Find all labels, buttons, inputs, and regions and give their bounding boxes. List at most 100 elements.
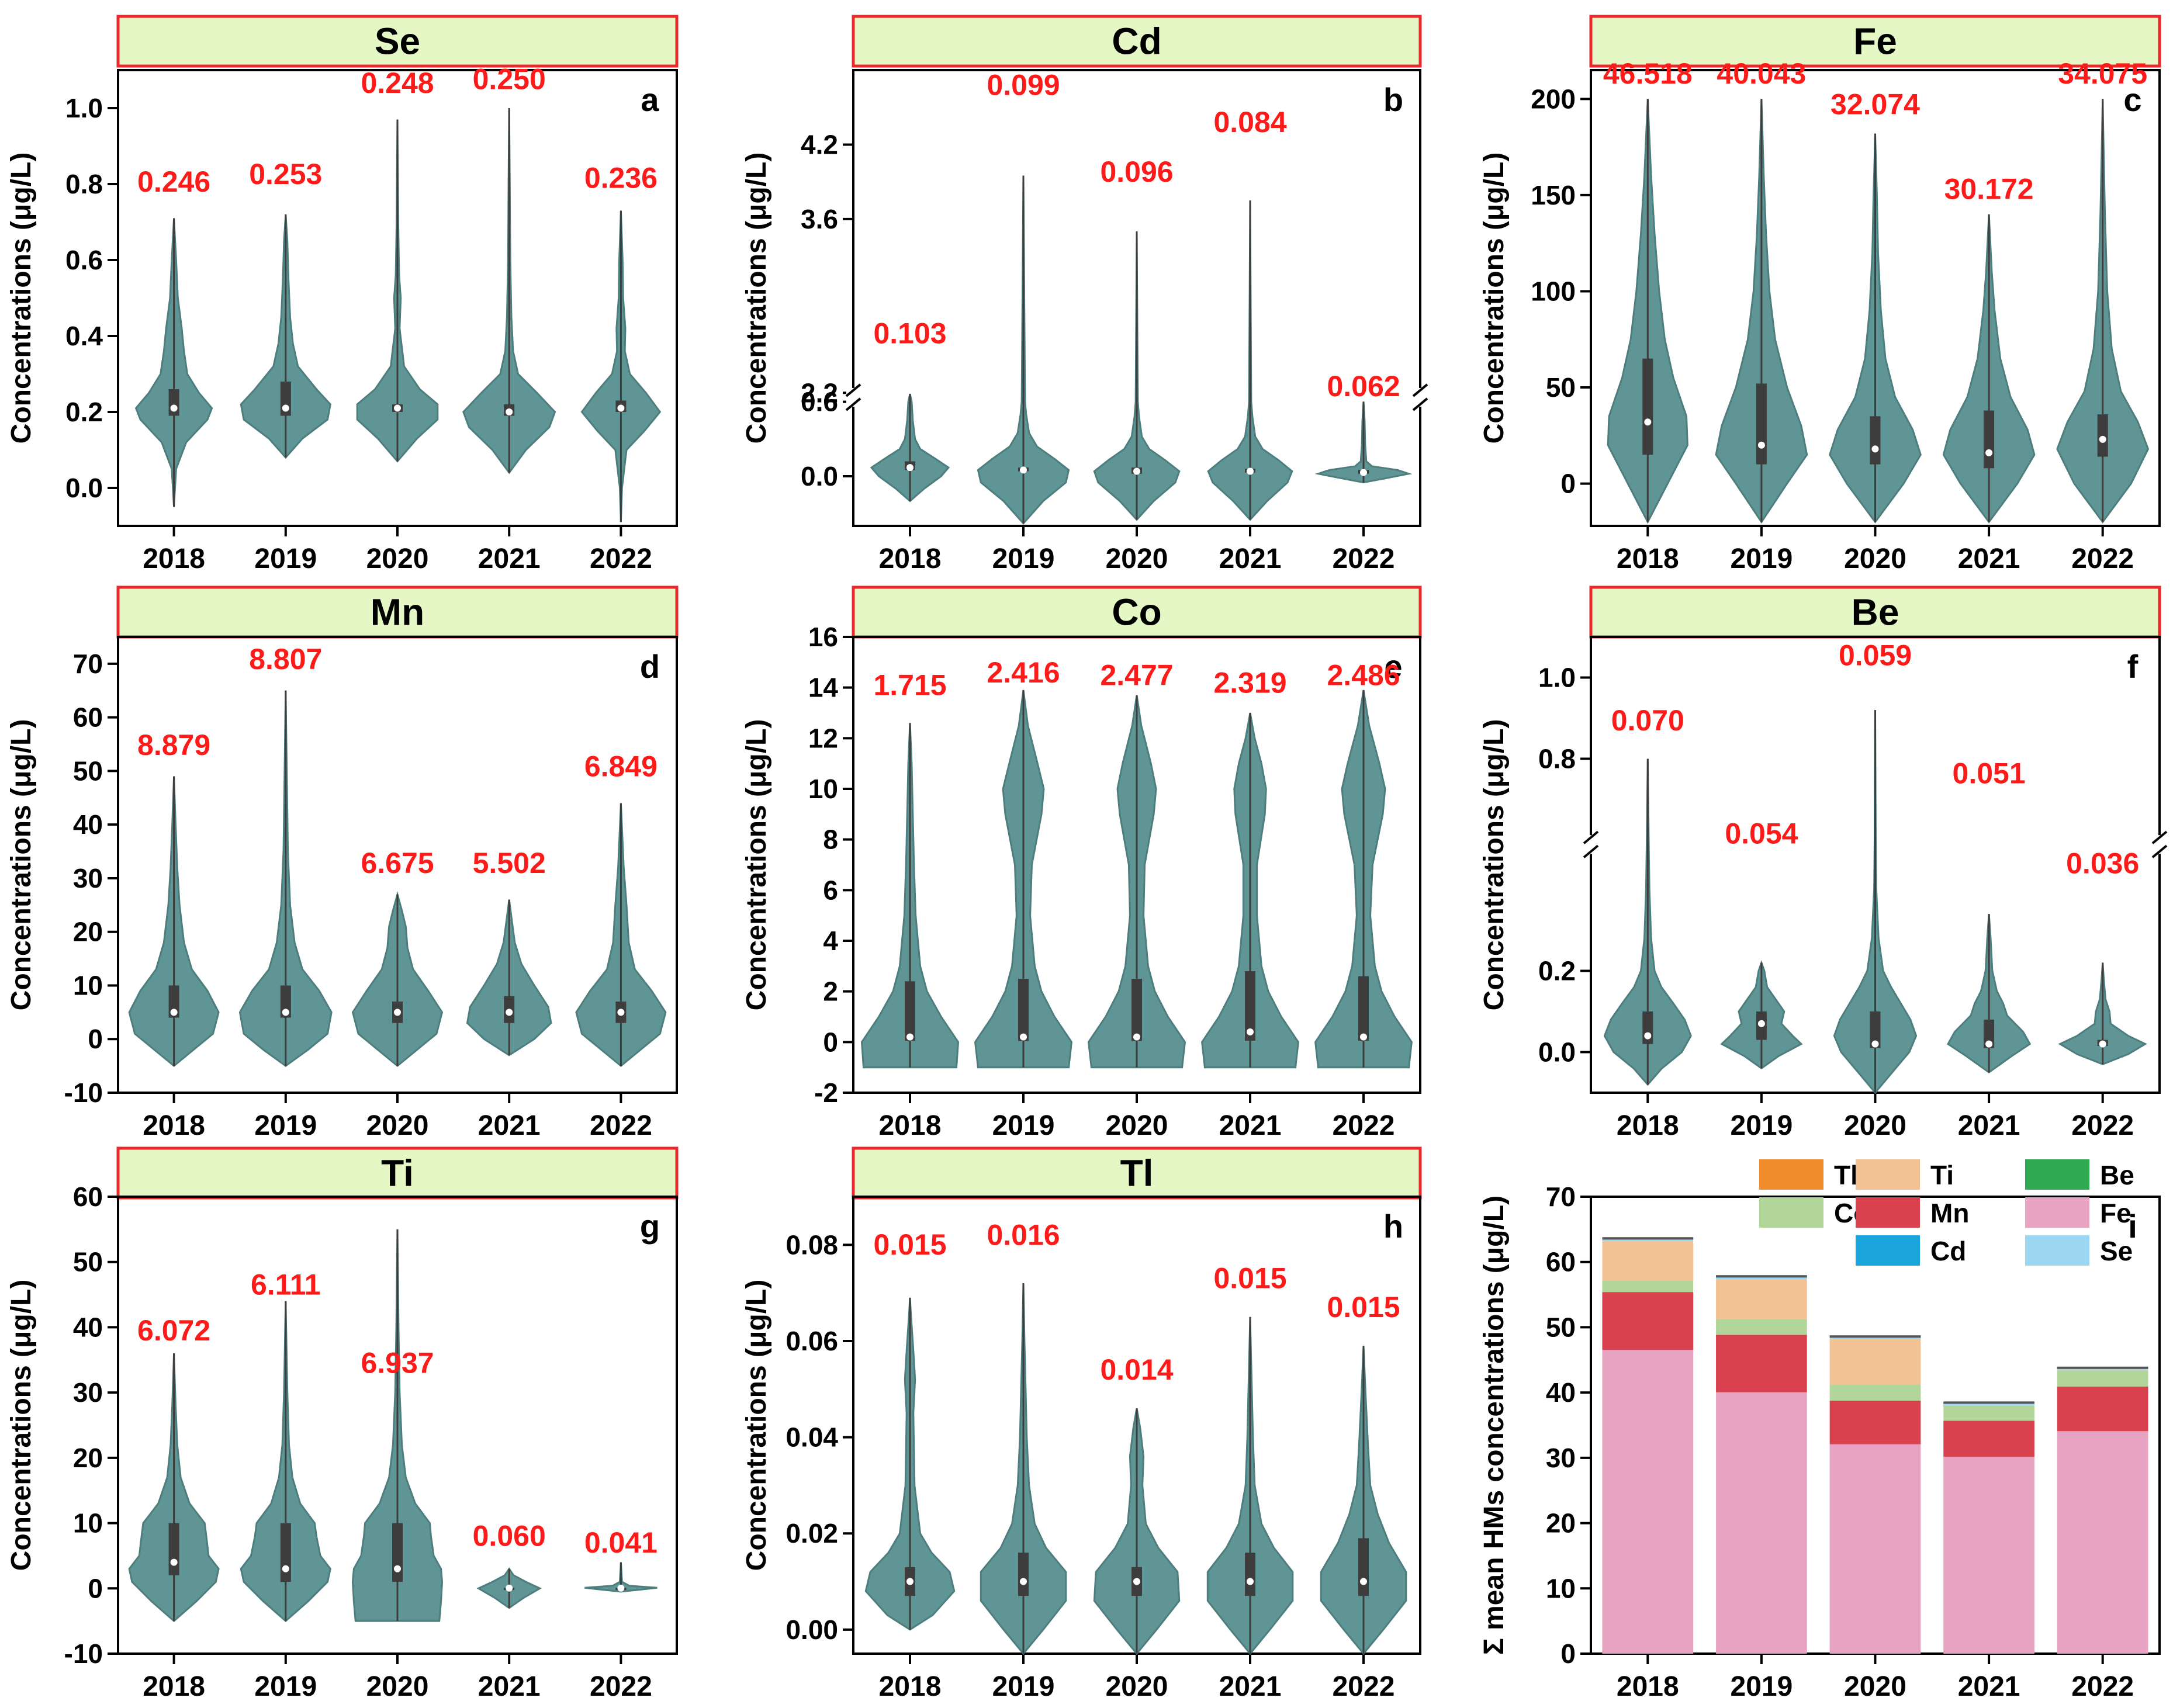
mean-label: 8.807 [249, 643, 322, 675]
violin-2020 [1087, 695, 1186, 1069]
mean-label: 6.111 [251, 1269, 321, 1301]
mean-label: 6.072 [137, 1314, 210, 1347]
y-axis-label: Concentrations (μg/L) [741, 153, 772, 444]
legend-swatch-be [2025, 1159, 2089, 1190]
y-tick-label: 10 [73, 970, 103, 1000]
legend-label-mn: Mn [1930, 1198, 1969, 1228]
legend-swatch-se [2025, 1235, 2089, 1266]
y-tick-label: 30 [1546, 1443, 1576, 1473]
violin-2022 [584, 1562, 658, 1593]
panel-letter: c [2123, 81, 2141, 118]
bar-segment-co-2022 [2057, 1370, 2148, 1387]
x-tick-label: 2018 [1617, 1671, 1679, 1702]
mean-label: 0.015 [873, 1228, 946, 1261]
x-tick-label: 2020 [1844, 1110, 1906, 1141]
y-tick-label: 0.0 [801, 461, 838, 491]
violin-2021 [1207, 200, 1293, 521]
violin-2018 [128, 1353, 220, 1623]
legend-swatch-ti [1856, 1159, 1920, 1190]
y-tick-label: 8 [823, 824, 838, 855]
mean-label: 6.937 [361, 1347, 434, 1380]
x-tick-label: 2018 [1617, 1110, 1679, 1141]
violin-2019 [238, 690, 333, 1067]
legend-swatch-tl [1759, 1159, 1823, 1190]
bar-segment-ti-2021 [1943, 1405, 2034, 1406]
violin-box [168, 985, 179, 1018]
y-tick-label: 150 [1531, 180, 1576, 210]
y-tick-label: 1.0 [65, 93, 103, 123]
y-tick-label: 60 [73, 702, 103, 733]
violin-2021 [476, 1567, 542, 1609]
x-tick-label: 2019 [254, 1671, 317, 1702]
bar-segment-fe-2022 [2057, 1431, 2148, 1654]
x-tick-label: 2018 [879, 543, 942, 574]
violin-2020 [1833, 710, 1918, 1094]
panel-b: Cd 0.0 0.62.2 3.6 4.2 2018 2019 2020 2021 2022 Con… [741, 15, 1428, 574]
bar-segment-mn-2020 [1829, 1401, 1921, 1444]
mean-label: 34.075 [2058, 57, 2147, 90]
violin-box [1131, 979, 1142, 1041]
x-tick-label: 2022 [590, 543, 652, 574]
x-tick-label: 2019 [1731, 1110, 1793, 1141]
violin-median [1020, 1578, 1027, 1585]
bar-segment-ti-2022 [2057, 1370, 2148, 1371]
violin-box [905, 981, 915, 1041]
violin-box [1245, 1553, 1255, 1596]
legend-swatch-cd [1856, 1235, 1920, 1266]
y-tick-label: 30 [73, 863, 103, 893]
violin-2021 [1201, 712, 1299, 1069]
mean-label: 32.074 [1830, 88, 1920, 121]
panel-letter: f [2127, 648, 2139, 685]
mean-label: 46.518 [1603, 57, 1693, 90]
violin-median [506, 408, 513, 415]
violin-median [170, 1558, 178, 1566]
y-tick-label: 10 [73, 1508, 103, 1539]
violin-2021 [1206, 1316, 1294, 1655]
y-tick-label: 4 [823, 926, 838, 956]
mean-label: 2.477 [1100, 659, 1173, 691]
y-tick-label: 0 [88, 1024, 103, 1054]
y-tick-label: 0.2 [65, 397, 103, 427]
violin-2021 [1942, 214, 2036, 524]
violin-2018 [870, 393, 950, 503]
y-axis-label: Concentrations (μg/L) [741, 1280, 772, 1571]
violin-median [506, 1584, 513, 1592]
x-tick-label: 2019 [1731, 543, 1793, 574]
violin-2018 [864, 1297, 956, 1631]
y-axis-label: Concentrations (μg/L) [6, 719, 37, 1011]
violin-box [1870, 416, 1881, 465]
y-tick-label: 20 [73, 1443, 103, 1473]
violin-2020 [1829, 133, 1922, 524]
x-tick-label: 2020 [1106, 1110, 1168, 1141]
x-tick-label: 2020 [366, 543, 429, 574]
y-tick-label: 0.0 [1538, 1037, 1576, 1067]
bar-segment-mn-2022 [2057, 1386, 2148, 1432]
legend-label-tl: Tl [1834, 1160, 1858, 1190]
x-tick-label: 2021 [478, 1110, 541, 1141]
x-tick-label: 2019 [992, 1110, 1055, 1141]
panel-h-title: Tl [1120, 1152, 1154, 1194]
violin-box [1984, 1019, 1995, 1048]
violin-median [1985, 449, 1993, 456]
y-tick-label: -10 [64, 1638, 103, 1669]
panel-g-title: Ti [381, 1152, 414, 1194]
bar-segment-se-2019 [1716, 1277, 1807, 1280]
y-tick-label: 10 [808, 774, 838, 804]
panel-letter: b [1383, 81, 1403, 118]
x-tick-label: 2022 [1333, 543, 1395, 574]
mean-label: 0.041 [584, 1526, 658, 1559]
y-tick-label: 70 [1546, 1182, 1576, 1212]
violin-median [1644, 418, 1652, 426]
x-tick-label: 2019 [254, 1110, 317, 1141]
violin-median [1757, 441, 1765, 449]
panel-c-title: Fe [1853, 20, 1897, 63]
violin-median [1247, 467, 1254, 475]
mean-label: 0.060 [473, 1520, 546, 1553]
y-tick-label: -2 [814, 1078, 838, 1108]
y-tick-label: 50 [73, 1247, 103, 1277]
y-tick-label: 0 [1560, 469, 1576, 499]
y-tick-label: 0.2 [1538, 955, 1576, 986]
bar-segment-co-2020 [1829, 1384, 1921, 1401]
y-tick-label: 2.2 [801, 377, 838, 408]
